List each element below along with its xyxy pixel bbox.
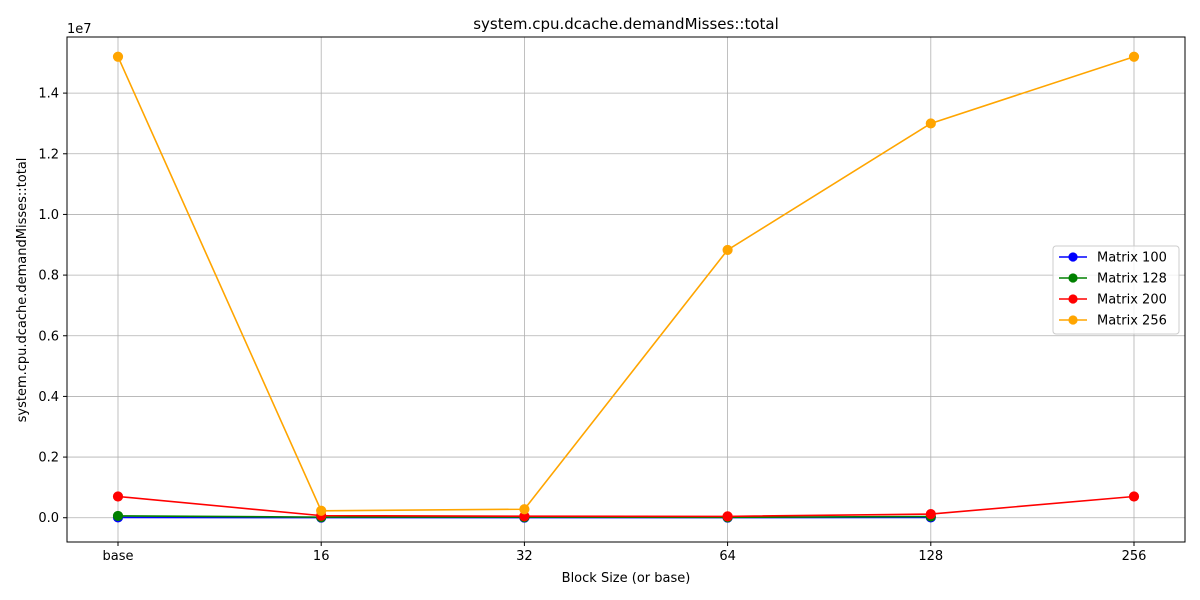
data-point	[1128, 51, 1140, 62]
legend-label: Matrix 256	[1097, 314, 1167, 329]
legend-marker	[1068, 252, 1078, 262]
legend: Matrix 100 Matrix 128 Matrix 200 Matrix 256	[1052, 245, 1180, 335]
y-tick-label: 0.8	[38, 269, 59, 284]
data-point	[1128, 491, 1140, 502]
y-tick-label: 0.2	[38, 451, 59, 466]
series-line	[117, 495, 1135, 518]
legend-marker	[1068, 273, 1078, 283]
series-matrix-256	[112, 51, 1140, 516]
data-point	[722, 244, 733, 256]
x-tick-label: 128	[918, 549, 943, 564]
legend-item: Matrix 128	[1059, 272, 1167, 287]
data-point	[316, 505, 327, 516]
legend-item: Matrix 200	[1059, 293, 1167, 308]
x-tick-label: 64	[719, 549, 736, 564]
y-axis-ticks: 0.0 0.2 0.4 0.6 0.8 1.0 1.2 1.4	[38, 87, 67, 526]
y-tick-label: 1.4	[38, 87, 59, 102]
data-point	[112, 491, 124, 502]
y-tick-label: 1.2	[38, 147, 59, 162]
series-line	[117, 55, 1135, 512]
x-tick-label: 32	[516, 549, 533, 564]
x-axis-ticks: base 16 32 64 128 256	[103, 542, 1147, 564]
x-tick-label: 16	[313, 549, 330, 564]
x-tick-label: 256	[1122, 549, 1147, 564]
y-tick-label: 0.6	[38, 329, 59, 344]
legend-item: Matrix 256	[1059, 314, 1167, 329]
data-point	[519, 504, 530, 515]
data-point	[112, 51, 124, 62]
legend-label: Matrix 200	[1097, 293, 1167, 308]
data-point	[722, 511, 733, 522]
y-tick-label: 0.4	[38, 390, 59, 405]
y-axis-offset-label: 1e7	[67, 22, 92, 37]
series-group	[112, 51, 1140, 523]
data-point	[925, 118, 936, 129]
legend-marker	[1068, 315, 1078, 325]
x-tick-label: base	[103, 549, 134, 564]
legend-box	[1052, 245, 1180, 335]
y-axis-label: system.cpu.dcache.demandMisses::total	[15, 158, 30, 423]
chart-title: system.cpu.dcache.demandMisses::total	[473, 15, 779, 33]
plot-frame	[66, 36, 1186, 543]
y-tick-label: 0.0	[38, 511, 59, 526]
legend-marker	[1068, 294, 1078, 304]
y-tick-label: 1.0	[38, 208, 59, 223]
legend-item: Matrix 100	[1059, 251, 1167, 266]
legend-label: Matrix 128	[1097, 272, 1167, 287]
data-point	[925, 508, 936, 520]
x-axis-label: Block Size (or base)	[562, 571, 691, 586]
data-point	[112, 510, 124, 522]
legend-label: Matrix 100	[1097, 251, 1167, 266]
